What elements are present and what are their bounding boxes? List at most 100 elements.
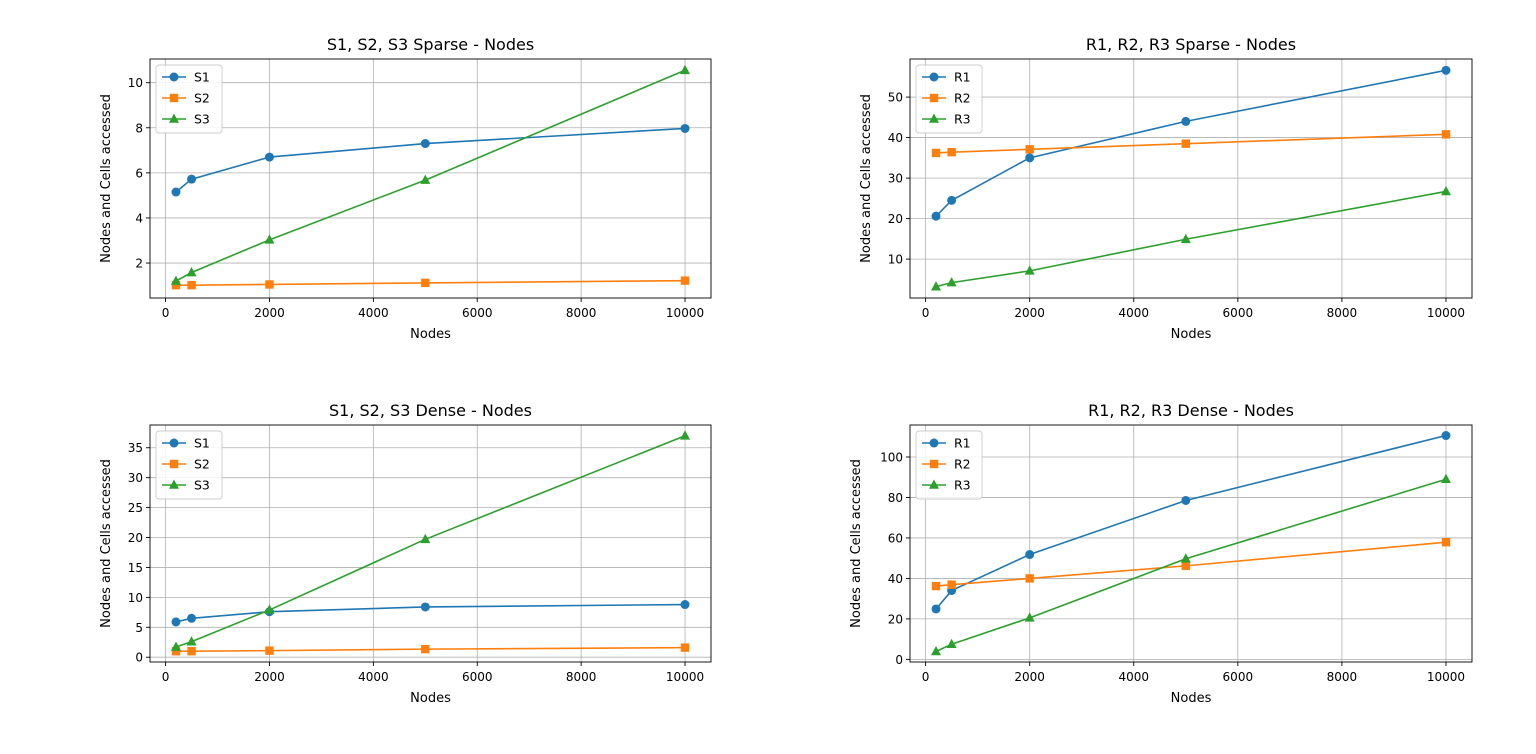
x-tick-label: 4000: [1118, 670, 1149, 684]
data-point-R3: [1024, 612, 1035, 622]
x-tick-label: 0: [162, 306, 170, 320]
y-tick-label: 15: [128, 561, 143, 575]
y-tick-label: 10: [128, 76, 143, 90]
legend-label: S3: [194, 478, 210, 493]
data-point-R3: [1180, 233, 1191, 244]
series-line-S3: [175, 69, 686, 282]
series-S3: [170, 430, 691, 651]
data-point-R2: [947, 580, 956, 589]
y-tick-label: 10: [888, 253, 903, 267]
chart-title: R1, R2, R3 Dense - Nodes: [1088, 401, 1294, 420]
data-point-S2: [187, 647, 196, 656]
chart-panel-2: 0 2000 4000 6000 8000 10000 10 20 30 40 50 R1, R2, …: [859, 35, 1473, 342]
legend-marker: [929, 479, 939, 489]
data-point-S1: [420, 139, 430, 149]
series-line-R3: [935, 190, 1447, 288]
series-line-R2: [935, 541, 1447, 587]
y-axis-label: Nodes and Cells accessed: [99, 459, 114, 628]
x-tick-label: 6000: [1223, 670, 1254, 684]
series-line-R1: [935, 434, 1447, 610]
legend-box: [155, 64, 223, 134]
data-point-R2: [947, 147, 956, 157]
x-tick-label: 6000: [462, 670, 493, 684]
data-point-S1: [680, 123, 690, 133]
data-point-R3: [1024, 265, 1035, 275]
x-tick-label: 2000: [254, 306, 285, 320]
legend-box: [155, 430, 223, 500]
axes-frame: [149, 424, 712, 663]
chart-panel-4: 0 2000 4000 6000 8000 10000 0 20 40 60 80 100 R1, R2…: [849, 401, 1473, 706]
y-tick-label: 80: [888, 491, 903, 505]
data-point-R1: [1181, 116, 1191, 126]
data-point-R2: [1025, 145, 1034, 154]
data-point-S2: [421, 644, 430, 654]
data-point-R2: [1181, 561, 1190, 571]
legend-box: [915, 430, 983, 500]
legend: S1 S2 S3: [155, 430, 223, 500]
y-tick-label: 10: [128, 591, 143, 605]
legend-marker: [169, 113, 179, 123]
series-R2: [931, 537, 1451, 591]
axes-frame: [909, 58, 1473, 299]
x-tick-label: 4000: [358, 306, 389, 320]
y-tick-label: 2: [135, 257, 143, 271]
y-tick-label: 100: [880, 450, 903, 464]
series-S1: [171, 600, 690, 627]
data-point-R1: [1025, 153, 1035, 163]
data-point-R3: [1180, 553, 1191, 563]
data-point-S3: [170, 275, 181, 285]
legend-marker: [929, 113, 939, 123]
series-R2: [931, 130, 1451, 158]
series-line-S1: [175, 127, 686, 193]
x-tick-label: 2000: [1014, 306, 1045, 320]
y-tick-label: 35: [128, 441, 143, 455]
legend-box: [915, 64, 983, 134]
data-point-R1: [1025, 550, 1035, 560]
y-axis-label: Nodes and Cells accessed: [99, 94, 114, 263]
data-point-R2: [1441, 130, 1451, 139]
x-tick-label: 6000: [462, 306, 493, 320]
y-tick-label: 6: [135, 166, 143, 180]
data-point-S2: [171, 280, 181, 290]
data-point-S3: [170, 641, 181, 651]
data-point-S2: [187, 280, 196, 290]
y-tick-label: 40: [888, 131, 903, 145]
series-S1: [171, 123, 690, 197]
data-point-S3: [186, 636, 197, 646]
data-point-R1: [1181, 495, 1191, 505]
legend-marker: [169, 459, 179, 469]
series-line-S3: [175, 435, 686, 648]
y-tick-label: 30: [128, 471, 143, 485]
x-tick-label: 8000: [1327, 306, 1358, 320]
data-point-R3: [946, 638, 957, 648]
legend: S1 S2 S3: [155, 64, 223, 134]
data-point-S1: [680, 600, 690, 610]
legend-marker: [169, 479, 179, 489]
legend-marker: [929, 93, 939, 103]
x-tick-label: 0: [162, 670, 170, 684]
x-tick-label: 2000: [254, 670, 285, 684]
y-tick-label: 4: [135, 211, 143, 225]
legend-marker: [169, 438, 179, 448]
data-point-S2: [171, 647, 181, 656]
data-point-S3: [420, 174, 431, 184]
legend-label: S2: [194, 457, 210, 472]
data-point-S1: [171, 617, 181, 627]
chart-title: S1, S2, S3 Dense - Nodes: [329, 401, 532, 420]
data-point-R1: [1441, 65, 1451, 75]
series-line-R2: [935, 133, 1447, 154]
y-tick-label: 20: [888, 612, 903, 626]
data-point-R3: [931, 281, 942, 291]
y-tick-label: 25: [128, 501, 143, 515]
data-point-S2: [265, 280, 274, 289]
series-S2: [171, 276, 690, 290]
series-R3: [931, 473, 1451, 656]
legend: R1 R2 R3: [915, 64, 983, 134]
x-tick-label: 0: [922, 306, 930, 320]
x-axis-label: Nodes: [1171, 327, 1212, 342]
y-tick-label: 30: [888, 172, 903, 186]
series-line-S2: [175, 279, 686, 286]
y-tick-label: 0: [135, 651, 143, 665]
data-point-S3: [680, 64, 691, 75]
